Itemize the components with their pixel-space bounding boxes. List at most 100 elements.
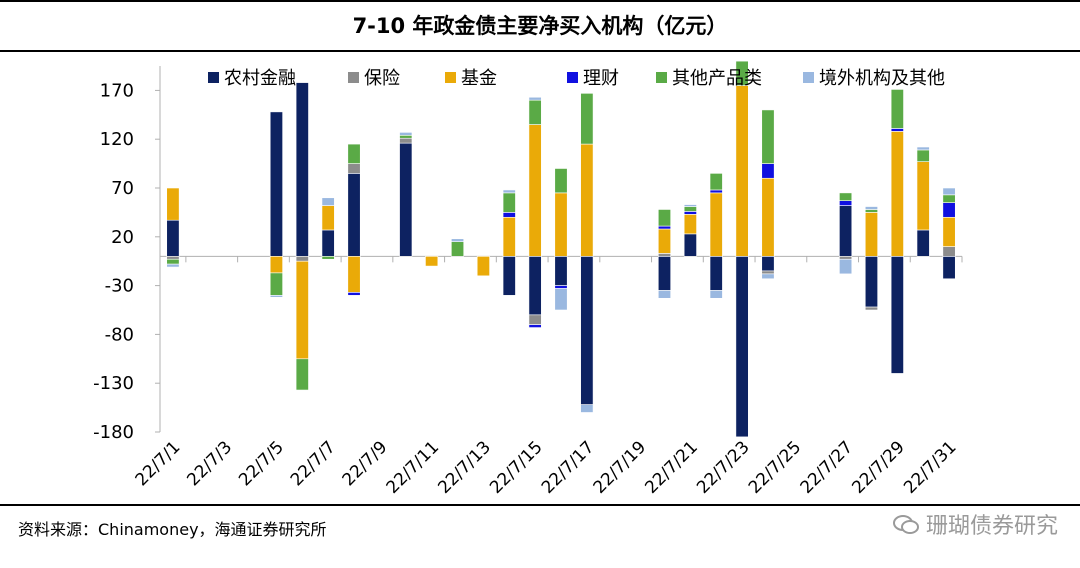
x-tick-label: 22/7/31: [900, 437, 960, 497]
bar-segment: [942, 246, 956, 257]
bar-segment: [864, 306, 878, 311]
x-tick-label: 22/7/15: [486, 437, 546, 497]
chart-title: 7-10 年政金债主要净买入机构（亿元）: [352, 14, 728, 38]
bar-segment: [735, 85, 749, 257]
bar-segment: [554, 192, 568, 257]
bar-segment: [528, 124, 542, 257]
bar-segment: [942, 216, 956, 247]
bar-segment: [399, 137, 413, 144]
bar-segment: [657, 256, 671, 291]
x-tick-label: 22/7/1: [132, 437, 185, 490]
bar-segment: [709, 256, 723, 291]
bar-segment: [554, 285, 568, 289]
x-tick-label: 22/7/3: [183, 437, 236, 490]
bar-segment: [580, 93, 594, 145]
y-tick-label: 120: [100, 129, 134, 150]
bar-segment: [528, 99, 542, 125]
legend-label: 境外机构及其他: [819, 68, 945, 89]
bar-segment: [399, 132, 413, 136]
bar-segment: [683, 206, 697, 212]
bar-segment: [269, 111, 283, 257]
legend-swatch: [348, 72, 359, 83]
watermark: 珊瑚债券研究: [892, 508, 1058, 540]
bar-segment: [942, 202, 956, 218]
bar-segment: [528, 314, 542, 325]
bar-segment: [399, 134, 413, 139]
bar-segment: [890, 256, 904, 374]
legend-label: 保险: [364, 68, 400, 89]
bar-segment: [864, 256, 878, 308]
x-tick-label: 22/7/7: [287, 437, 340, 490]
bar-segment: [347, 292, 361, 296]
bar-segment: [347, 163, 361, 174]
bar-segment: [554, 256, 568, 286]
bar-segment: [683, 211, 697, 215]
top-rule: [0, 0, 1080, 2]
bar-segment: [502, 256, 516, 296]
bar-segment: [528, 256, 542, 316]
bar-segment: [451, 238, 465, 242]
bar-segment: [166, 258, 180, 265]
bar-segment: [735, 60, 749, 86]
bar-segment: [269, 272, 283, 296]
x-tick-label: 22/7/19: [590, 437, 650, 497]
bar-segment: [761, 163, 775, 179]
bar-segment: [916, 149, 930, 162]
bar-segment: [683, 204, 697, 207]
bar-segment: [399, 142, 413, 257]
x-tick-label: 22/7/29: [848, 437, 908, 497]
legend-swatch: [656, 72, 667, 83]
bar-segment: [839, 192, 853, 201]
bar-segment: [761, 270, 775, 275]
bar-segment: [709, 189, 723, 194]
bar-segment: [554, 168, 568, 194]
bar-segment: [942, 187, 956, 196]
bar-segment: [528, 324, 542, 328]
bar-segment: [166, 219, 180, 257]
bar-segment: [890, 128, 904, 132]
bar-segment: [166, 256, 180, 260]
bar-segment: [425, 256, 439, 267]
x-tick-label: 22/7/5: [235, 437, 288, 490]
legend-swatch: [567, 72, 578, 83]
bar-segment: [321, 256, 335, 260]
y-tick-label: 20: [111, 227, 134, 248]
watermark-text: 珊瑚债券研究: [925, 514, 1058, 539]
bar-segment: [864, 206, 878, 210]
bar-segment: [657, 253, 671, 257]
bar-segment: [657, 290, 671, 299]
bar-segment: [761, 273, 775, 280]
y-tick-label: 170: [100, 80, 134, 101]
x-tick-label: 22/7/21: [641, 437, 701, 497]
bar-segment: [476, 256, 490, 277]
bar-segment: [295, 82, 309, 257]
bar-segment: [269, 256, 283, 274]
y-tick-label: -180: [93, 422, 134, 443]
bar-segment: [166, 187, 180, 221]
legend-swatch: [208, 72, 219, 83]
bar-segment: [890, 131, 904, 257]
bar-segment: [528, 96, 542, 101]
bar-segment: [839, 200, 853, 206]
bar-segment: [657, 209, 671, 227]
bar-segment: [916, 229, 930, 257]
bar-segment: [657, 225, 671, 230]
bar-segment: [347, 143, 361, 164]
bar-segment: [295, 256, 309, 262]
bar-segment: [657, 228, 671, 254]
legend-label: 其他产品类: [672, 68, 762, 89]
bar-segment: [864, 212, 878, 257]
bar-segment: [864, 209, 878, 213]
bar-segment: [735, 256, 749, 438]
bar-segment: [502, 189, 516, 194]
wechat-icon: [892, 515, 919, 534]
x-tick-label: 22/7/23: [693, 437, 753, 497]
bar-segment: [554, 288, 568, 311]
bar-segment: [761, 109, 775, 164]
bar-segment: [761, 256, 775, 272]
legend-label: 基金: [461, 68, 497, 89]
bar-segment: [580, 143, 594, 257]
bar-segment: [166, 263, 180, 268]
bar-segment: [890, 89, 904, 129]
bar-segment: [709, 192, 723, 257]
